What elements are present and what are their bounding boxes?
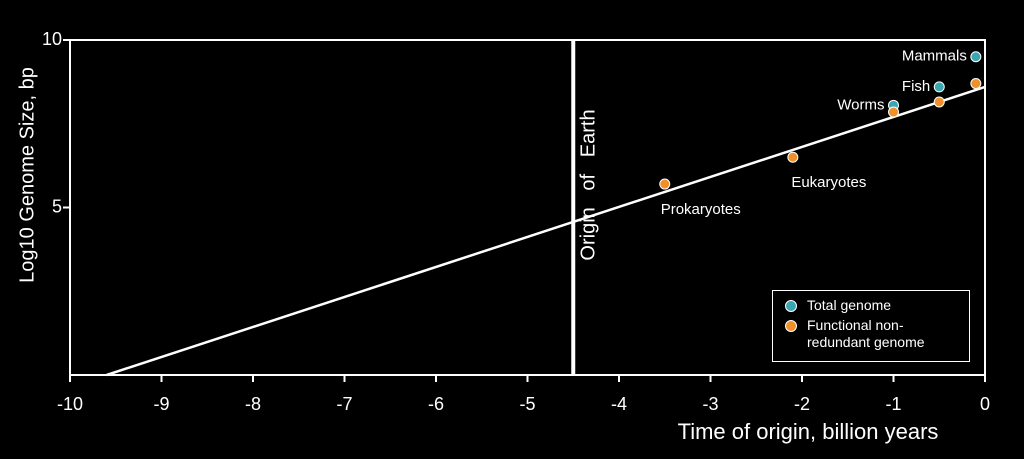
point-label: Worms <box>837 96 884 113</box>
point <box>933 96 945 108</box>
point <box>888 106 899 118</box>
point-label: Prokaryotes <box>661 201 741 218</box>
x-tick-label: -9 <box>153 394 169 414</box>
x-tick-label: -2 <box>794 394 810 414</box>
y-axis-title: Log10 Genome Size, bp <box>16 67 38 283</box>
legend-label: Total genome <box>807 297 892 313</box>
x-tick-label: -8 <box>245 394 261 414</box>
x-tick-label: -4 <box>611 394 627 414</box>
point <box>787 151 799 163</box>
x-tick-label: -7 <box>336 394 352 414</box>
point <box>970 51 982 63</box>
legend: Total genome Functional non-redundant gen… <box>772 290 970 362</box>
point-label: Eukaryotes <box>791 174 866 191</box>
x-tick-label: -1 <box>885 394 901 414</box>
point <box>659 178 671 190</box>
legend-label: Functional non-redundant genome <box>807 317 925 350</box>
x-tick-label: -3 <box>702 394 718 414</box>
y-tick-label: 5 <box>52 196 62 216</box>
x-tick-label: -5 <box>519 394 535 414</box>
x-tick-label: -10 <box>57 394 83 414</box>
origin-label: Origin of Earth <box>578 109 600 260</box>
point <box>970 78 982 90</box>
y-tick-label: 10 <box>42 29 62 49</box>
x-tick-label: 0 <box>980 394 990 414</box>
point-label: Fish <box>902 78 930 95</box>
point-label: Mammals <box>902 48 967 65</box>
legend-marker <box>785 320 797 332</box>
legend-marker <box>785 300 797 312</box>
x-tick-label: -6 <box>428 394 444 414</box>
point <box>933 81 945 93</box>
trend-line <box>106 85 986 377</box>
x-axis-title: Time of origin, billion years <box>678 419 939 444</box>
